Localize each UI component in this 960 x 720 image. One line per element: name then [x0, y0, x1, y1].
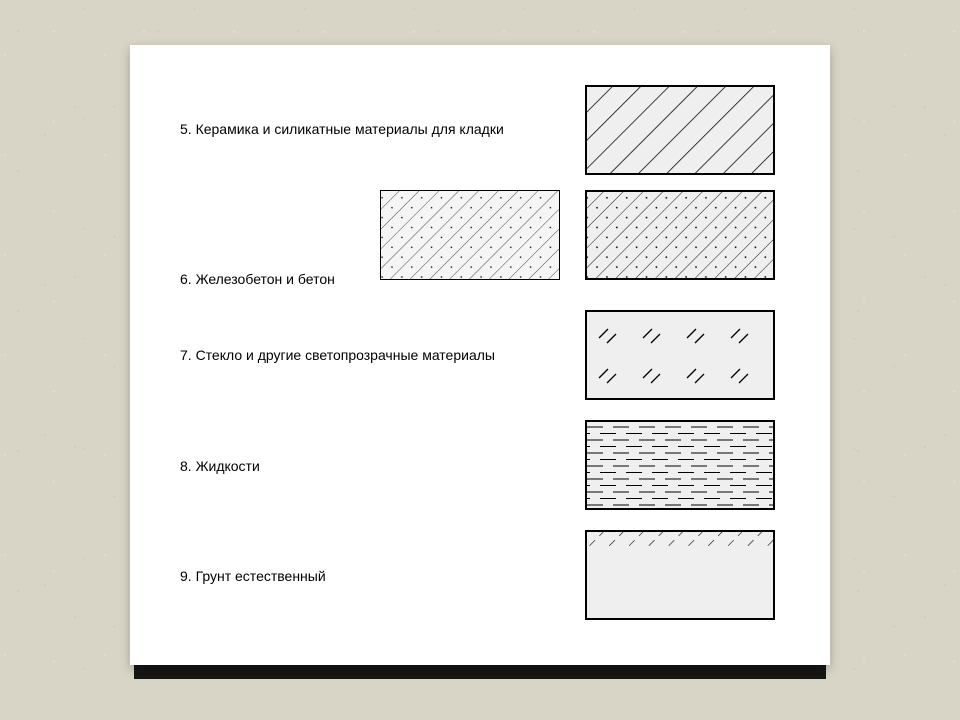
content-card: 5. Керамика и силикатные материалы для к… [130, 45, 830, 665]
swatch-liquid [585, 420, 775, 510]
label-item-9: 9. Грунт естественный [180, 568, 326, 584]
swatch-concrete-a [380, 190, 560, 280]
swatch-glass [585, 310, 775, 400]
swatch-concrete-b [585, 190, 775, 280]
label-item-5: 5. Керамика и силикатные материалы для к… [180, 121, 504, 137]
swatch-ground [585, 530, 775, 620]
label-item-6: 6. Железобетон и бетон [180, 271, 335, 287]
label-item-8: 8. Жидкости [180, 458, 260, 474]
swatch-ceramic [585, 85, 775, 175]
label-item-7: 7. Стекло и другие светопрозрачные матер… [180, 347, 495, 363]
